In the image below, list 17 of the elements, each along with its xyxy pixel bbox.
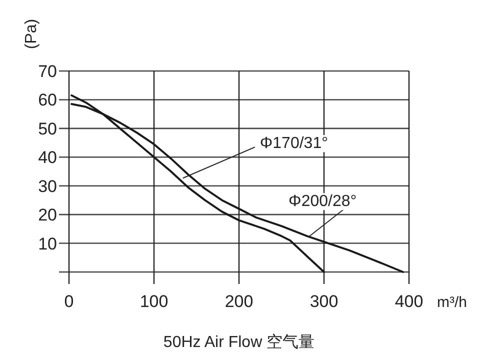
y-tick-label: 40 [38, 148, 57, 168]
annotation: Φ200/28° [288, 193, 357, 210]
x-axis-title: 50Hz Air Flow 空气量 [163, 333, 315, 351]
text: m³/h [437, 294, 467, 311]
y-tick-label: 60 [38, 90, 57, 110]
x-tick-label: 300 [310, 292, 338, 311]
y-tick-label: 10 [38, 234, 57, 254]
y-tick-label: 30 [38, 176, 57, 196]
annotation: Φ170/31° [260, 135, 328, 152]
x-tick-label: 400 [394, 292, 424, 311]
x-tick-label: 200 [224, 292, 254, 311]
y-tick-label: 70 [38, 62, 57, 81]
y-tick-label: 20 [38, 206, 57, 225]
x-tick-label: 100 [140, 292, 168, 311]
y-axis-title: (Pa) [23, 18, 40, 50]
x-tick-label: 0 [64, 292, 74, 311]
y-tick-label: 50 [38, 119, 57, 138]
